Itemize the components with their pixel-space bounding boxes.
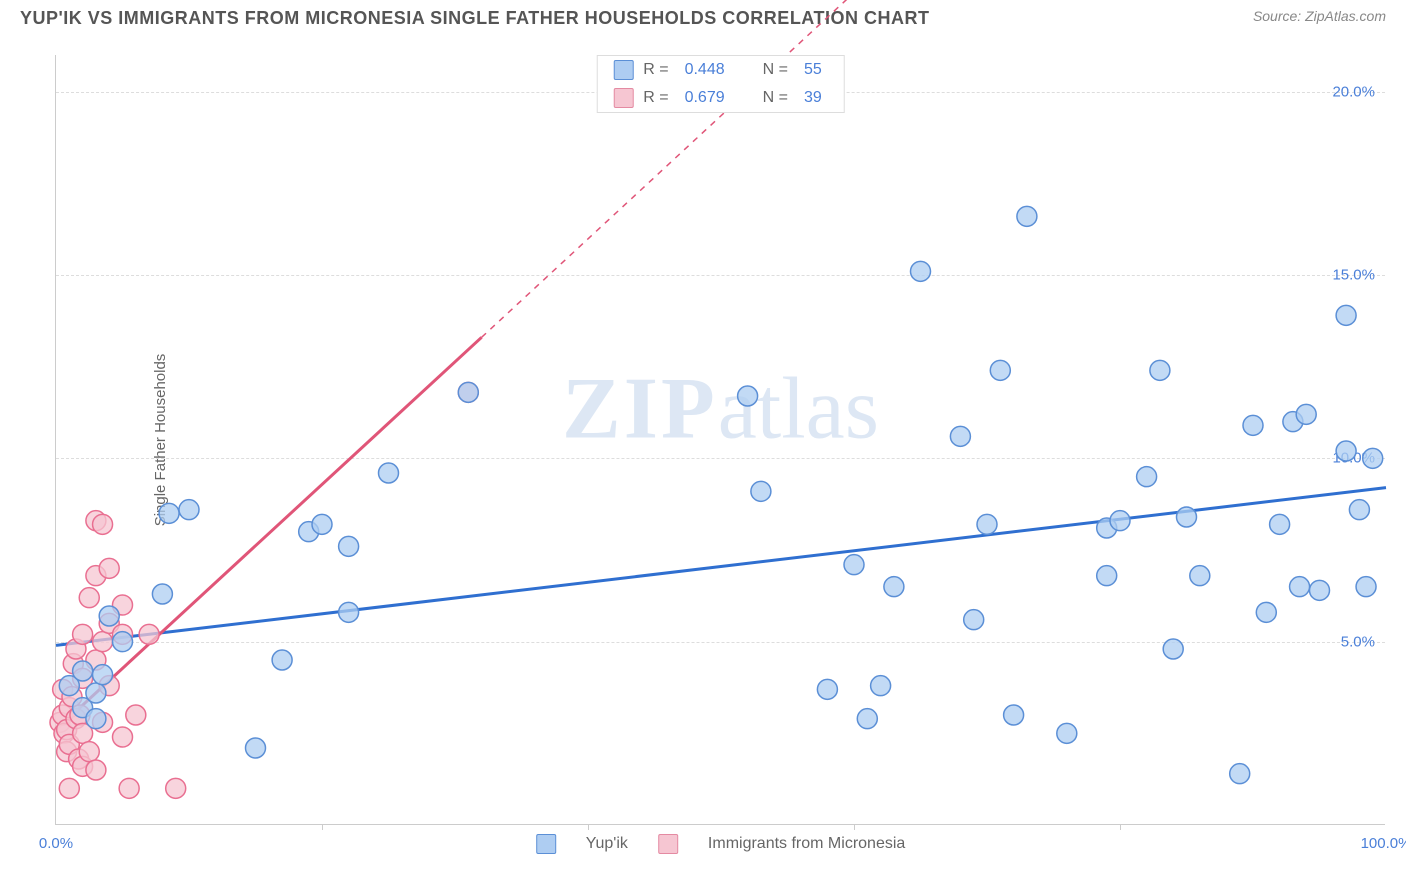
point-blue — [977, 514, 997, 534]
point-pink — [86, 760, 106, 780]
point-blue — [871, 676, 891, 696]
n-label: N = — [763, 61, 788, 79]
x-tick-mark — [322, 824, 323, 830]
point-blue — [911, 261, 931, 281]
x-tick-label: 0.0% — [39, 835, 73, 852]
r-value: 0.679 — [685, 89, 725, 107]
r-label: R = — [643, 89, 668, 107]
point-pink — [79, 588, 99, 608]
x-tick-mark — [854, 824, 855, 830]
n-value: 39 — [804, 89, 822, 107]
point-blue — [1110, 511, 1130, 531]
point-blue — [1017, 206, 1037, 226]
point-blue — [964, 610, 984, 630]
point-blue — [1163, 639, 1183, 659]
point-blue — [272, 650, 292, 670]
swatch-blue — [613, 60, 633, 80]
point-pink — [93, 632, 113, 652]
point-blue — [1349, 500, 1369, 520]
stats-row-blue: R = 0.448 N = 55 — [597, 56, 844, 84]
point-pink — [93, 514, 113, 534]
point-blue — [86, 683, 106, 703]
x-tick-label: 100.0% — [1361, 835, 1406, 852]
plot-svg — [56, 55, 1385, 824]
trendline-pink-dash — [482, 0, 854, 337]
point-blue — [312, 514, 332, 534]
point-pink — [119, 778, 139, 798]
chart-area: Single Father Households ZIPatlas 5.0%10… — [55, 55, 1385, 825]
stats-row-pink: R = 0.679 N = 39 — [597, 84, 844, 112]
point-blue — [1336, 441, 1356, 461]
point-pink — [59, 778, 79, 798]
point-blue — [751, 481, 771, 501]
point-blue — [458, 382, 478, 402]
point-blue — [1290, 577, 1310, 597]
point-blue — [86, 709, 106, 729]
point-pink — [79, 742, 99, 762]
point-blue — [738, 386, 758, 406]
point-pink — [126, 705, 146, 725]
stats-legend: R = 0.448 N = 55 R = 0.679 N = 39 — [596, 55, 845, 113]
point-blue — [179, 500, 199, 520]
point-blue — [379, 463, 399, 483]
point-pink — [73, 624, 93, 644]
point-blue — [1270, 514, 1290, 534]
point-blue — [857, 709, 877, 729]
point-blue — [339, 602, 359, 622]
swatch-pink — [613, 88, 633, 108]
point-blue — [844, 555, 864, 575]
legend-label-pink: Immigrants from Micronesia — [708, 835, 905, 853]
point-blue — [1177, 507, 1197, 527]
point-blue — [152, 584, 172, 604]
r-label: R = — [643, 61, 668, 79]
point-pink — [166, 778, 186, 798]
point-blue — [73, 661, 93, 681]
point-blue — [246, 738, 266, 758]
trendline-pink — [56, 337, 482, 729]
point-blue — [1057, 723, 1077, 743]
chart-title: YUP'IK VS IMMIGRANTS FROM MICRONESIA SIN… — [20, 8, 929, 29]
point-blue — [339, 536, 359, 556]
x-tick-mark — [1120, 824, 1121, 830]
point-blue — [1256, 602, 1276, 622]
point-blue — [884, 577, 904, 597]
point-blue — [1137, 467, 1157, 487]
point-blue — [1310, 580, 1330, 600]
n-label: N = — [763, 89, 788, 107]
point-blue — [950, 426, 970, 446]
point-blue — [1097, 566, 1117, 586]
point-pink — [99, 558, 119, 578]
legend-label-blue: Yup'ik — [586, 835, 628, 853]
point-blue — [93, 665, 113, 685]
x-tick-mark — [588, 824, 589, 830]
series-legend: Yup'ik Immigrants from Micronesia — [536, 834, 906, 854]
r-value: 0.448 — [685, 61, 725, 79]
point-blue — [1363, 448, 1383, 468]
point-blue — [159, 503, 179, 523]
point-blue — [99, 606, 119, 626]
point-blue — [1336, 305, 1356, 325]
source-label: Source: ZipAtlas.com — [1253, 8, 1386, 24]
swatch-blue — [536, 834, 556, 854]
point-blue — [1150, 360, 1170, 380]
point-blue — [817, 679, 837, 699]
point-pink — [113, 727, 133, 747]
point-blue — [1296, 404, 1316, 424]
point-blue — [1004, 705, 1024, 725]
point-blue — [113, 632, 133, 652]
swatch-pink — [658, 834, 678, 854]
point-blue — [990, 360, 1010, 380]
point-pink — [139, 624, 159, 644]
n-value: 55 — [804, 61, 822, 79]
point-blue — [1230, 764, 1250, 784]
point-blue — [1356, 577, 1376, 597]
point-blue — [1190, 566, 1210, 586]
point-blue — [1243, 415, 1263, 435]
